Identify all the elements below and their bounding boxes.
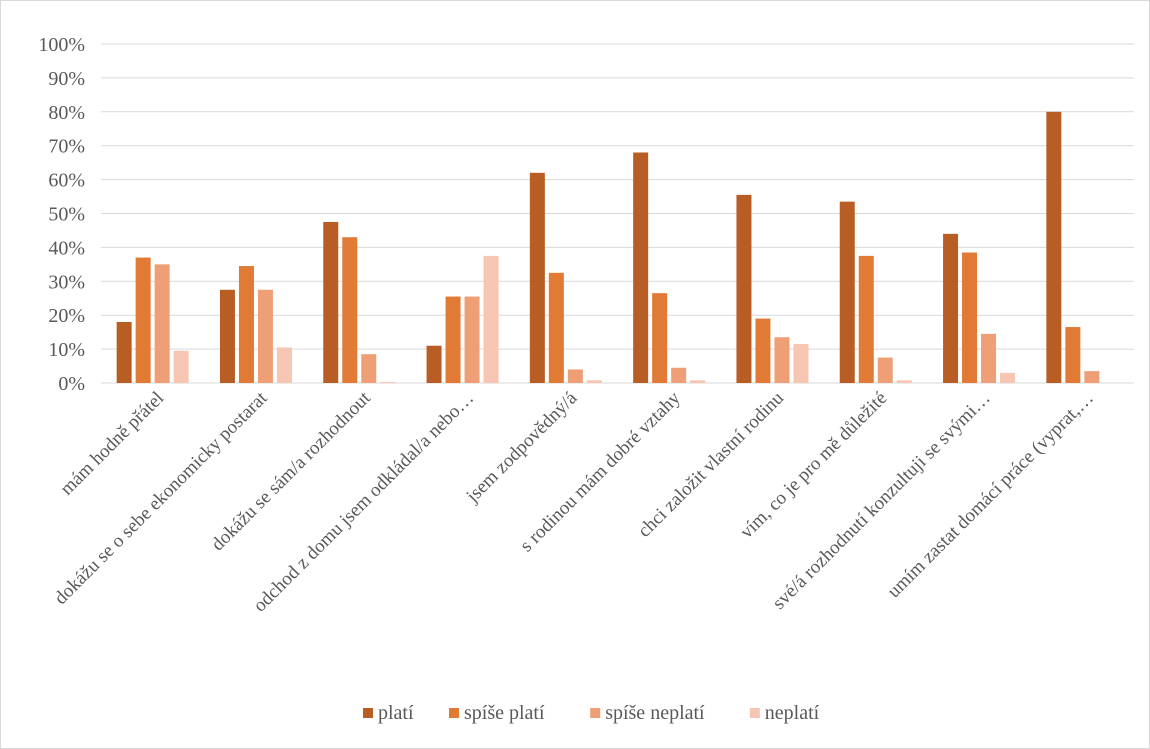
bar-platí: [116, 321, 132, 383]
y-tick-label: 20%: [48, 305, 85, 327]
bar-neplatí: [483, 255, 499, 383]
bar-neplatí: [690, 380, 706, 383]
bar-neplatí: [793, 344, 809, 383]
x-category-label: své/á rozhodnutí konzultuji se svými…: [769, 388, 995, 614]
legend-swatch: [749, 708, 760, 718]
bar-spíše-neplatí: [671, 367, 687, 383]
bar-platí: [426, 345, 442, 383]
x-category-label: umím zastat domácí práce (vyprat,…: [883, 388, 1097, 602]
gridlines: [101, 43, 1134, 384]
bar-spíše-neplatí: [361, 354, 377, 383]
bar-neplatí: [1000, 372, 1016, 383]
bar-spíše-neplatí: [981, 333, 997, 383]
bar-platí: [1046, 111, 1062, 384]
bar-platí: [633, 152, 649, 383]
x-category-label: odchod z domu jsem odkládal/a nebo…: [249, 388, 478, 617]
bar-neplatí: [380, 381, 396, 383]
legend: platí spíše platí spíše neplatí neplatí: [363, 702, 820, 724]
y-tick-label: 10%: [48, 339, 85, 361]
bar-spíše-platí: [238, 266, 254, 383]
bar-neplatí: [586, 380, 602, 383]
bar-platí: [736, 194, 752, 383]
y-tick-label: 60%: [48, 170, 85, 192]
y-tick-label: 80%: [48, 102, 85, 124]
bar-neplatí: [173, 350, 189, 383]
bar-platí: [323, 221, 339, 383]
bar-spíše-neplatí: [567, 369, 583, 383]
legend-label: neplatí: [765, 702, 820, 724]
y-tick-label: 70%: [48, 136, 85, 158]
bar-platí: [943, 233, 959, 383]
y-tick-label: 100%: [38, 34, 85, 56]
x-category-label: jsem zodpovědný/á: [462, 387, 582, 507]
bar-spíše-platí: [755, 318, 771, 383]
bar-spíše-platí: [135, 257, 151, 383]
bar-spíše-neplatí: [774, 337, 790, 383]
y-tick-label: 40%: [48, 237, 85, 259]
bar-spíše-platí: [445, 296, 461, 383]
bar-spíše-neplatí: [1084, 371, 1100, 383]
bar-platí: [839, 201, 855, 383]
legend-swatch: [449, 708, 459, 718]
y-tick-label: 90%: [48, 68, 85, 90]
bar-spíše-neplatí: [877, 357, 893, 383]
legend-label: spíše platí: [464, 702, 545, 724]
bar-spíše-neplatí: [154, 264, 170, 383]
bar-platí: [219, 289, 235, 383]
y-tick-label: 0%: [58, 373, 85, 395]
legend-swatch: [363, 708, 373, 718]
bar-spíše-platí: [342, 237, 358, 383]
legend-swatch: [590, 708, 601, 718]
bars: [116, 111, 1100, 384]
bar-spíše-platí: [962, 252, 978, 383]
bar-spíše-platí: [652, 293, 668, 383]
legend-label: platí: [378, 702, 414, 724]
bar-neplatí: [896, 380, 912, 383]
y-tick-label: 30%: [48, 271, 85, 293]
bar-spíše-platí: [1065, 327, 1081, 383]
bar-spíše-neplatí: [464, 296, 480, 383]
bar-spíše-neplatí: [257, 289, 273, 383]
y-axis-tick-labels: 0% 10% 20% 30% 40% 50% 60% 70% 80% 90% 100%: [38, 34, 85, 395]
y-tick-label: 50%: [48, 204, 85, 226]
bar-platí: [529, 172, 545, 383]
bar-neplatí: [276, 347, 292, 383]
x-category-label: mám hodně přátel: [56, 388, 168, 500]
legend-label: spíše neplatí: [605, 702, 705, 724]
x-category-label: dokážu se o sebe ekonomicky postarat: [50, 387, 272, 609]
bar-spíše-platí: [548, 272, 564, 383]
bar-spíše-platí: [858, 255, 874, 383]
